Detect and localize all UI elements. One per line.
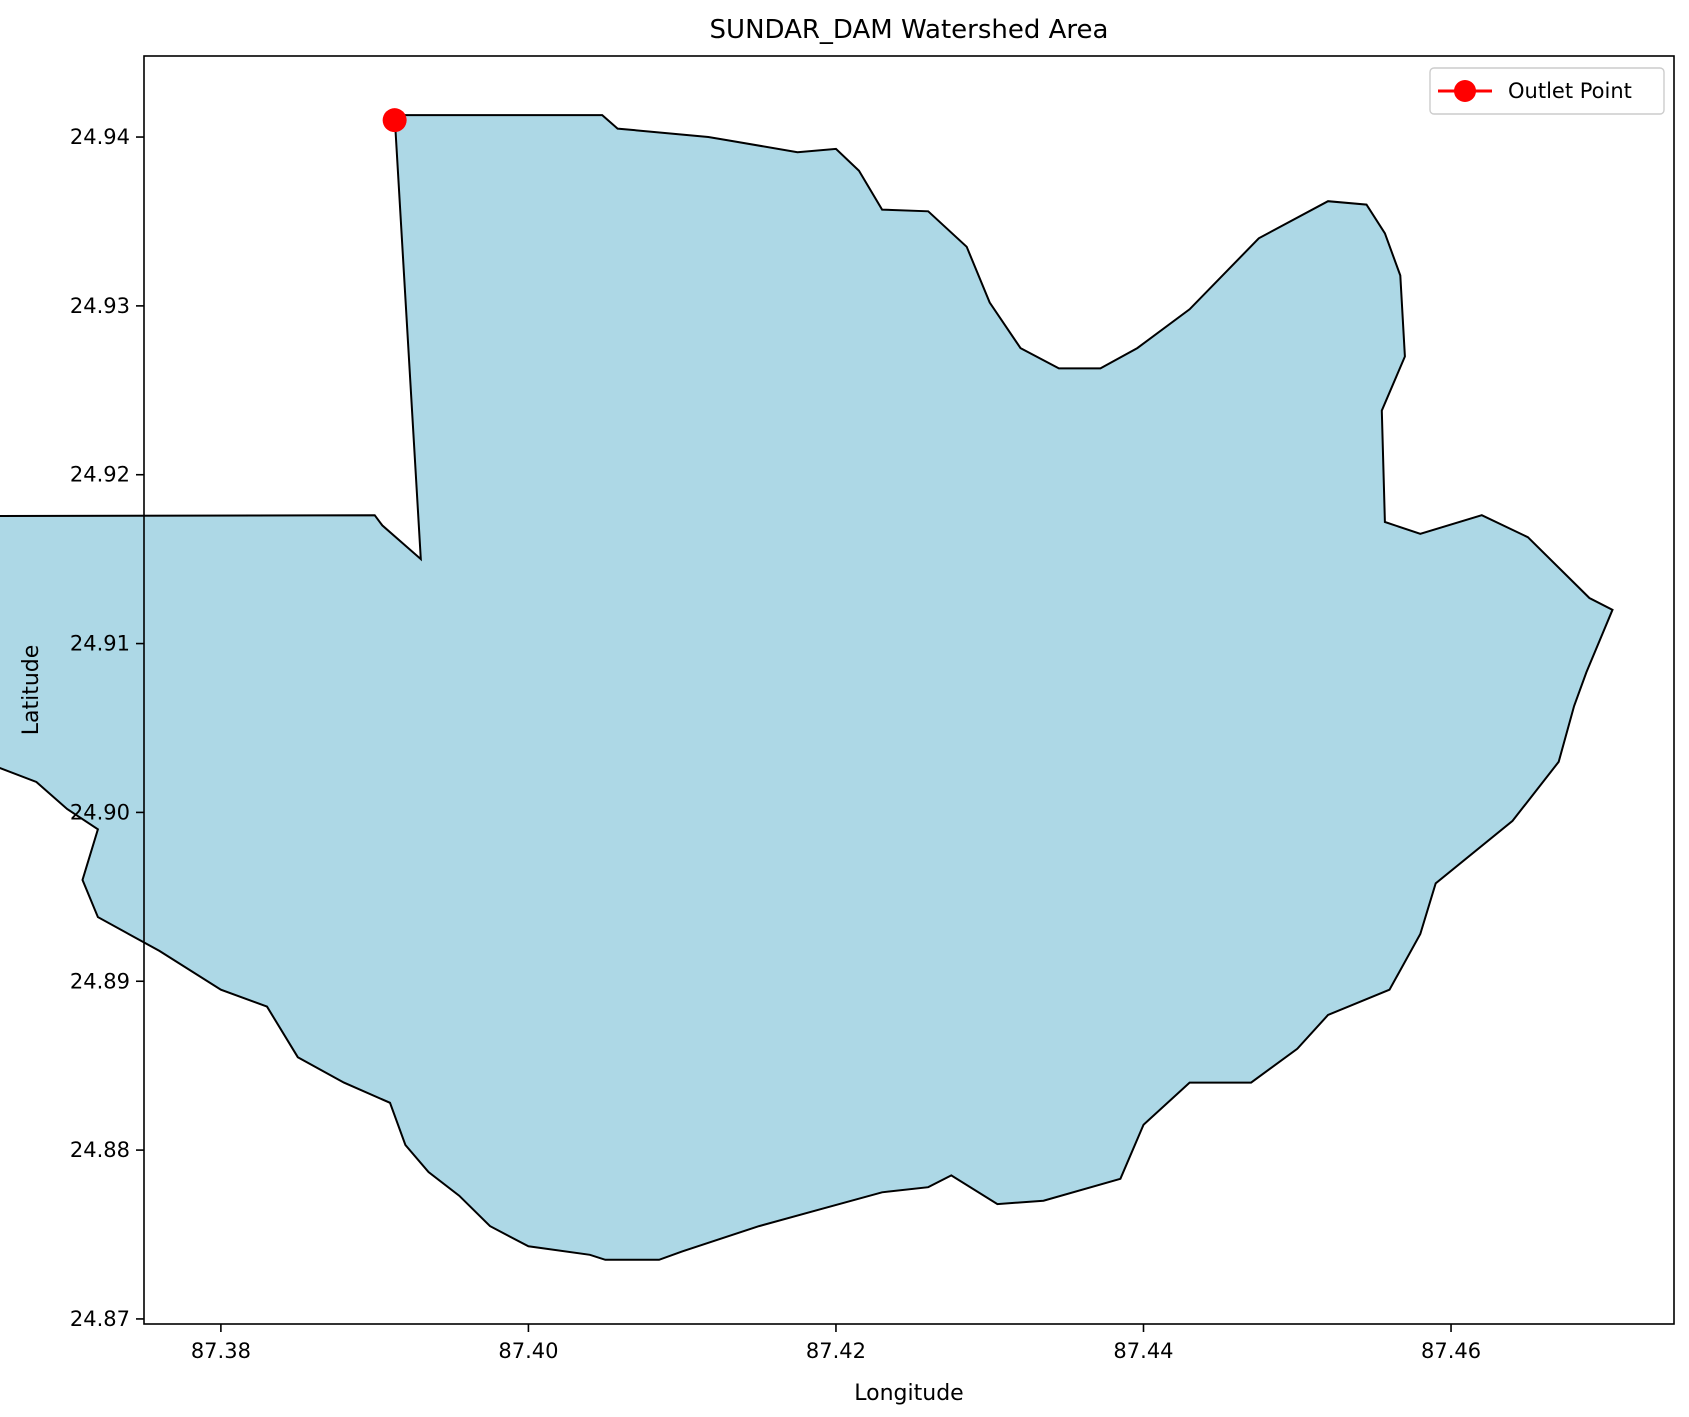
plot-frame [143,55,1675,1325]
x-tick-label: 87.44 [1113,1339,1173,1363]
x-tick-label: 87.40 [498,1339,558,1363]
y-tick-label: 24.90 [70,800,130,824]
legend-outlet-marker [1454,80,1476,102]
x-axis-label: Longitude [854,1381,963,1406]
axis-ticks: 87.38 87.40 87.42 87.44 87.46 24.87 24.88 24.89… [70,125,1481,1363]
y-tick-label: 24.88 [70,1138,130,1162]
legend-box [1429,67,1665,115]
legend: Outlet Point [1429,67,1665,115]
chart-title: SUNDAR_DAM Watershed Area [710,15,1109,45]
x-tick-label: 87.42 [806,1339,866,1363]
y-tick-label: 24.87 [70,1307,130,1331]
y-tick-label: 24.93 [70,294,130,318]
y-axis-label: Latitude [19,645,44,736]
y-tick-label: 24.89 [70,969,130,993]
x-tick-label: 87.38 [191,1339,251,1363]
y-tick-label: 24.92 [70,463,130,487]
legend-outlet-label: Outlet Point [1508,79,1632,103]
outlet-point-marker [382,108,407,133]
watershed-polygon [0,114,1614,1261]
x-tick-label: 87.46 [1421,1339,1481,1363]
y-tick-label: 24.94 [70,125,130,149]
y-tick-label: 24.91 [70,632,130,656]
